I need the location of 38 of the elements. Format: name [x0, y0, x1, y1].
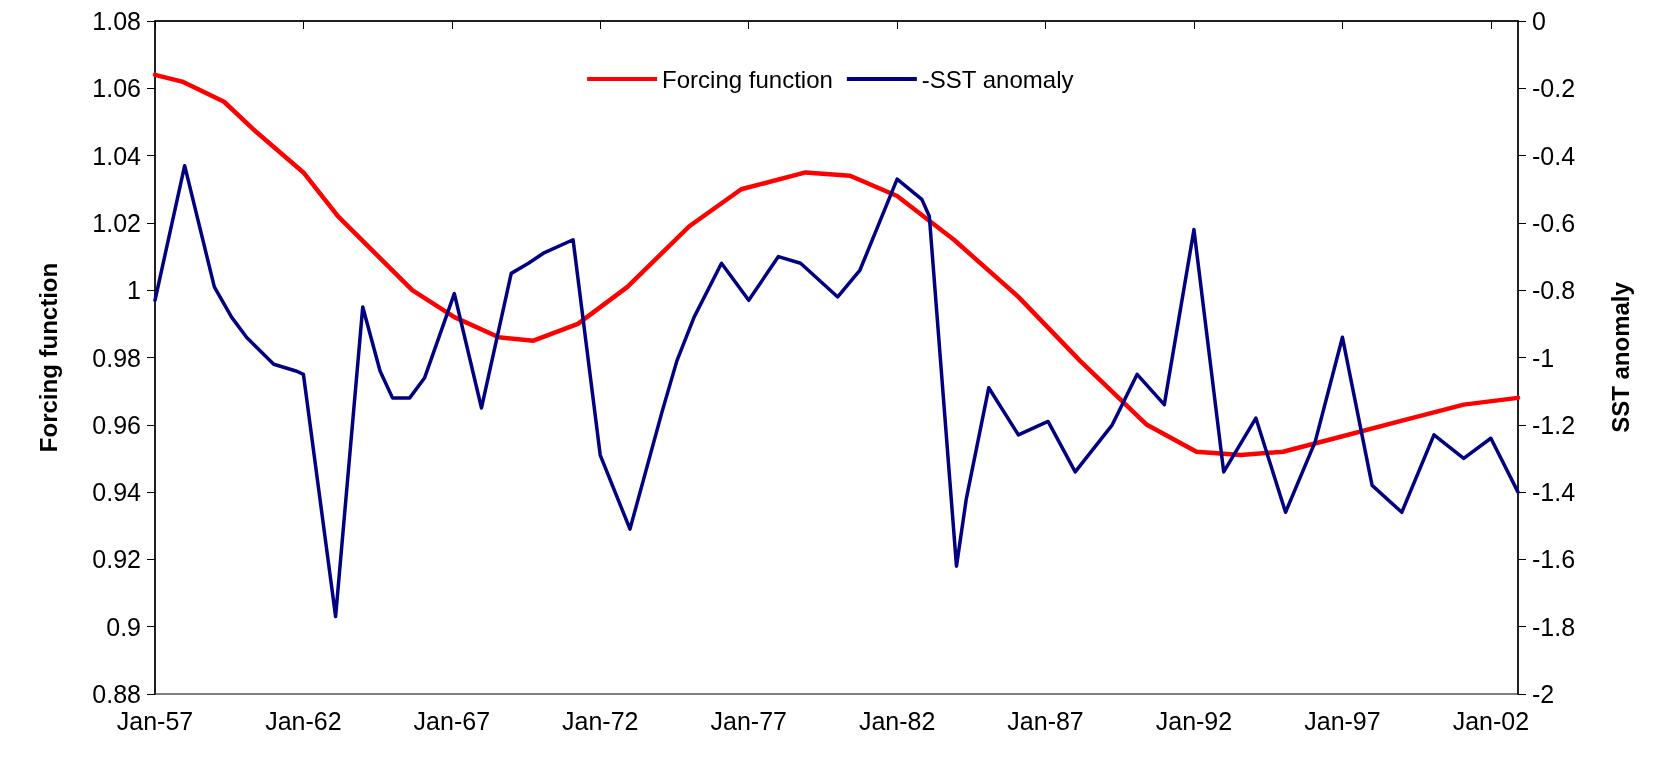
y-tick-label: 1.04 — [92, 141, 142, 170]
x-tick-label: Jan-87 — [1007, 706, 1084, 735]
y2-tick-label: -2 — [1532, 680, 1555, 708]
x-tick-label: Jan-57 — [116, 706, 194, 735]
y2-tick-label: -0.4 — [1532, 141, 1576, 170]
line-series — [153, 163, 1520, 619]
y-tick-label: 0.92 — [92, 545, 141, 574]
y-tick-label: 0.96 — [92, 410, 141, 439]
x-tick-label: Jan-77 — [710, 706, 787, 735]
y2-tick-label: -1.2 — [1532, 410, 1576, 439]
y-axis-title: Forcing function — [34, 262, 62, 453]
y2-tick-label: -0.6 — [1532, 208, 1576, 237]
y2-tick-label: -1 — [1532, 343, 1555, 372]
y-tick-label: 0.98 — [92, 343, 141, 372]
legend-label: Forcing function — [662, 65, 833, 93]
y-tick-label: 0.94 — [92, 478, 142, 507]
x-tick-label: Jan-97 — [1304, 706, 1381, 735]
y2-tick-label: -0.2 — [1532, 74, 1576, 103]
y2-tick-label: 0 — [1532, 7, 1546, 35]
y-tick-label: 1.08 — [92, 7, 141, 35]
y2-tick-label: -1.4 — [1532, 478, 1576, 507]
y-tick-label: 1 — [127, 276, 141, 305]
y-tick-label: 0.9 — [106, 612, 141, 641]
y2-tick-label: -0.8 — [1532, 276, 1576, 305]
x-tick-label: Jan-67 — [413, 706, 491, 735]
x-tick-label: Jan-72 — [562, 706, 639, 735]
x-tick-label: Jan-02 — [1452, 706, 1530, 735]
x-tick-label: Jan-62 — [265, 706, 342, 735]
y2-tick-label: -1.6 — [1532, 545, 1576, 574]
line-series — [152, 72, 1521, 458]
x-tick-label: Jan-82 — [858, 706, 936, 735]
y-tick-label: 1.06 — [92, 74, 141, 103]
y-tick-label: 1.02 — [92, 208, 141, 237]
y-tick-label: 0.88 — [92, 680, 141, 708]
x-tick-label: Jan-92 — [1155, 706, 1233, 735]
legend-label: -SST anomaly — [921, 65, 1074, 93]
y2-axis-title: SST anomaly — [1606, 281, 1634, 433]
y2-tick-label: -1.8 — [1532, 612, 1576, 641]
